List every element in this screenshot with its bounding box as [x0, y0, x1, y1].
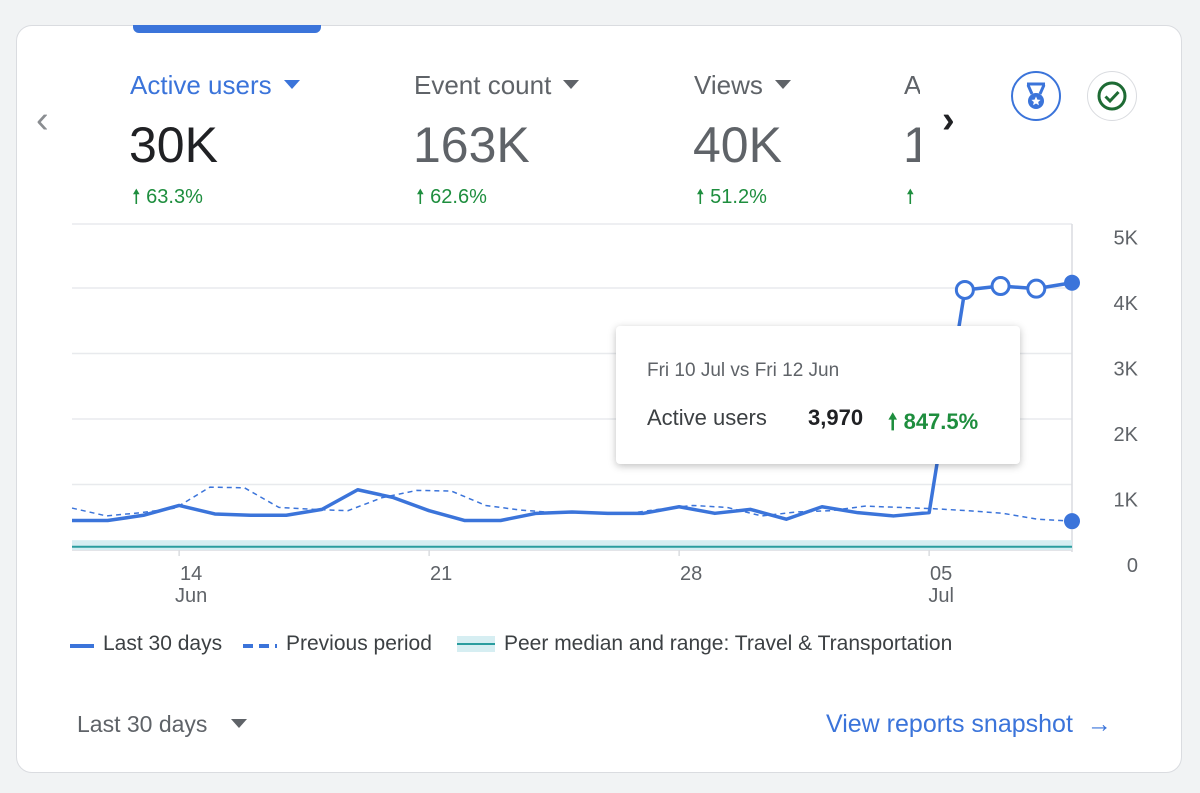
caret-down-icon	[563, 80, 580, 89]
arrow-up-icon: 🠕	[416, 186, 425, 208]
metric-label: Active users	[130, 70, 300, 101]
tooltip-change: 🠕 847.5%	[888, 409, 979, 434]
series-previous-period	[71, 486, 1073, 522]
arrow-up-icon: 🠕	[888, 409, 898, 434]
tooltip-metric: Active users	[647, 405, 767, 430]
check-button[interactable]	[1087, 71, 1137, 121]
x-tick-day: 14	[180, 563, 202, 585]
tooltip-title: Fri 10 Jul vs Fri 12 Jun	[647, 360, 840, 381]
x-tick-month: Jun	[175, 585, 207, 607]
tooltip-value: 3,970	[808, 405, 864, 430]
arrow-up-icon: 🠕	[132, 186, 141, 208]
legend-peer-band	[457, 636, 495, 652]
metric-change: 🠕 62.6%	[416, 186, 487, 208]
metric-tabs: Active users 30K 🠕 63.3% Event count 163…	[116, 60, 920, 220]
last-30-days-endpoint	[1064, 274, 1080, 291]
metric-value: 40K	[693, 117, 782, 173]
chart-tooltip: Fri 10 Jul vs Fri 12 Jun Active users 3,…	[616, 326, 1020, 464]
metric-value: 30K	[129, 117, 218, 173]
chevron-right-icon[interactable]: ›	[942, 99, 955, 141]
legend-dashed-line	[243, 644, 277, 648]
data-point	[954, 279, 975, 300]
metric-label: Av	[904, 70, 920, 100]
legend-solid-line	[70, 644, 94, 648]
date-range-select[interactable]: Last 30 days	[77, 711, 248, 738]
x-tick-day: 05	[930, 563, 952, 585]
series-last-30-days	[72, 281, 1073, 523]
arrow-right-icon: →	[1086, 710, 1112, 738]
metric-label: Event count	[414, 70, 580, 101]
y-tick-label: 2K	[1114, 424, 1139, 446]
caret-down-icon	[231, 719, 248, 728]
check-circle-icon	[1097, 81, 1127, 111]
view-reports-snapshot-link[interactable]: View reports snapshot →	[826, 710, 1112, 738]
metric-label: Views	[694, 70, 791, 101]
y-tick-label: 3K	[1114, 359, 1139, 381]
previous-period-endpoint	[1064, 513, 1080, 530]
x-tick-day: 28	[680, 563, 702, 585]
active-tab-indicator	[133, 25, 321, 33]
metric-change: 🠕	[906, 182, 915, 216]
y-tick-label: 0	[1127, 555, 1138, 577]
award-badge-icon	[1026, 82, 1046, 109]
peer-range-band	[72, 540, 1072, 550]
x-tick-day: 21	[430, 563, 452, 585]
y-tick-label: 5K	[1114, 228, 1139, 250]
award-button[interactable]	[1011, 71, 1061, 121]
y-tick-label: 1K	[1114, 490, 1139, 512]
caret-down-icon	[283, 80, 300, 89]
arrow-up-icon: 🠕	[906, 186, 915, 208]
data-point	[990, 276, 1011, 297]
metric-change: 🠕 51.2%	[696, 186, 767, 208]
data-point	[1026, 278, 1047, 299]
chevron-left-icon[interactable]: ‹	[36, 99, 49, 141]
metric-value: 1	[903, 117, 920, 173]
arrow-up-icon: 🠕	[696, 186, 705, 208]
y-tick-label: 4K	[1114, 293, 1139, 315]
caret-down-icon	[774, 80, 791, 89]
metric-value: 163K	[413, 117, 530, 173]
metric-change: 🠕 63.3%	[132, 186, 203, 208]
x-tick-month: Jul	[928, 585, 954, 607]
